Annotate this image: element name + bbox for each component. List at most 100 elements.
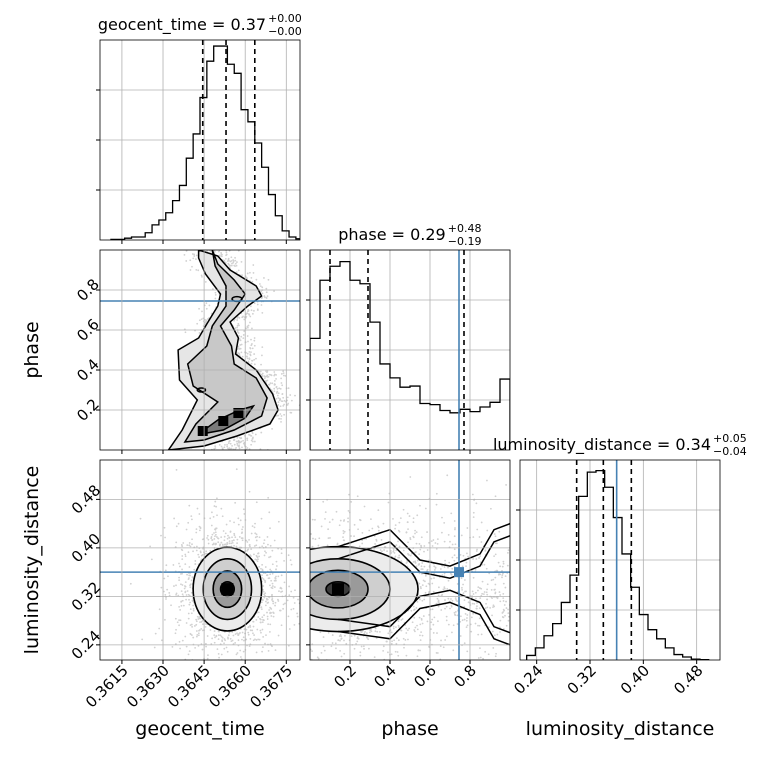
scatter-point: [499, 573, 502, 576]
scatter-point: [214, 528, 217, 531]
scatter-point: [267, 383, 270, 386]
scatter-point: [358, 518, 361, 521]
scatter-point: [184, 574, 186, 576]
scatter-point: [486, 588, 488, 591]
scatter-point: [223, 642, 225, 645]
scatter-point: [247, 548, 250, 551]
scatter-point: [189, 608, 192, 610]
scatter-point: [284, 374, 287, 377]
scatter-point: [466, 527, 469, 529]
scatter-point: [215, 505, 218, 508]
scatter-point: [277, 392, 280, 395]
scatter-point: [281, 400, 284, 403]
scatter-point: [414, 529, 416, 532]
scatter-point: [253, 358, 256, 361]
scatter-point: [448, 561, 451, 564]
scatter-point: [173, 517, 176, 520]
scatter-point: [266, 598, 268, 601]
scatter-point: [397, 624, 400, 627]
scatter-point: [291, 622, 293, 624]
scatter-point: [273, 390, 276, 393]
scatter-point: [266, 374, 269, 377]
scatter-point: [480, 521, 483, 524]
scatter-point: [237, 445, 240, 447]
scatter-point: [413, 608, 416, 611]
scatter-point: [377, 509, 380, 512]
scatter-point: [174, 632, 177, 635]
scatter-point: [337, 639, 340, 642]
scatter-point: [340, 638, 343, 640]
scatter-point: [336, 543, 339, 546]
scatter-point: [215, 635, 218, 638]
scatter-point: [305, 566, 307, 568]
scatter-point: [322, 500, 325, 503]
y-tick-label: 0.32: [68, 578, 104, 614]
scatter-point: [251, 280, 254, 283]
scatter-point: [491, 667, 493, 669]
scatter-point: [280, 624, 283, 627]
x-tick-label: 0.6: [410, 662, 440, 692]
scatter-point: [190, 623, 193, 626]
scatter-point: [188, 542, 191, 544]
panel-border: [99, 459, 301, 661]
scatter-point: [248, 313, 251, 316]
scatter-point: [229, 442, 232, 445]
scatter-point: [274, 383, 276, 386]
scatter-point: [275, 385, 278, 388]
scatter-point: [369, 629, 372, 632]
contour-blob: [196, 387, 207, 393]
scatter-point: [233, 521, 235, 524]
scatter-point: [189, 632, 192, 635]
scatter-point: [343, 639, 345, 642]
scatter-point: [268, 383, 271, 386]
scatter-point: [452, 649, 455, 652]
scatter-point: [187, 578, 190, 581]
scatter-point: [284, 602, 286, 605]
scatter-point: [260, 290, 262, 293]
scatter-point: [426, 549, 429, 551]
scatter-point: [160, 639, 163, 642]
scatter-point: [195, 258, 197, 261]
scatter-point: [256, 535, 259, 538]
scatter-point: [216, 514, 218, 517]
scatter-point: [276, 414, 279, 417]
scatter-point: [192, 636, 195, 639]
scatter-point: [454, 597, 457, 600]
scatter-point: [230, 256, 233, 259]
scatter-point: [223, 535, 226, 538]
scatter-point: [257, 558, 259, 561]
contour-outer: [167, 250, 279, 450]
scatter-point: [246, 310, 249, 313]
scatter-point: [360, 630, 362, 633]
scatter-point: [261, 286, 264, 289]
scatter-point: [273, 373, 276, 376]
scatter-point: [201, 648, 204, 651]
scatter-point: [248, 434, 251, 436]
scatter-point: [283, 581, 286, 584]
scatter-point: [421, 622, 424, 625]
scatter-point: [406, 512, 409, 515]
scatter-point: [266, 295, 269, 298]
scatter-point: [502, 616, 505, 619]
scatter-point: [261, 311, 264, 314]
scatter-point: [359, 671, 361, 673]
scatter-point: [175, 525, 178, 528]
scatter-point: [298, 542, 300, 544]
scatter-point: [306, 587, 308, 589]
scatter-point: [446, 588, 449, 590]
scatter-point: [188, 598, 190, 601]
scatter-point: [271, 593, 273, 596]
scatter-point: [260, 304, 263, 306]
scatter-point: [472, 558, 474, 560]
scatter-point: [221, 543, 224, 546]
scatter-point: [463, 642, 466, 645]
scatter-point: [494, 592, 497, 595]
scatter-point: [165, 598, 167, 600]
scatter-point: [343, 519, 346, 521]
scatter-point: [428, 590, 431, 593]
scatter-point: [271, 598, 273, 601]
scatter-point: [424, 573, 427, 576]
scatter-point: [237, 634, 239, 636]
x-tick-label: 0.2: [330, 662, 360, 692]
scatter-point: [271, 598, 274, 600]
